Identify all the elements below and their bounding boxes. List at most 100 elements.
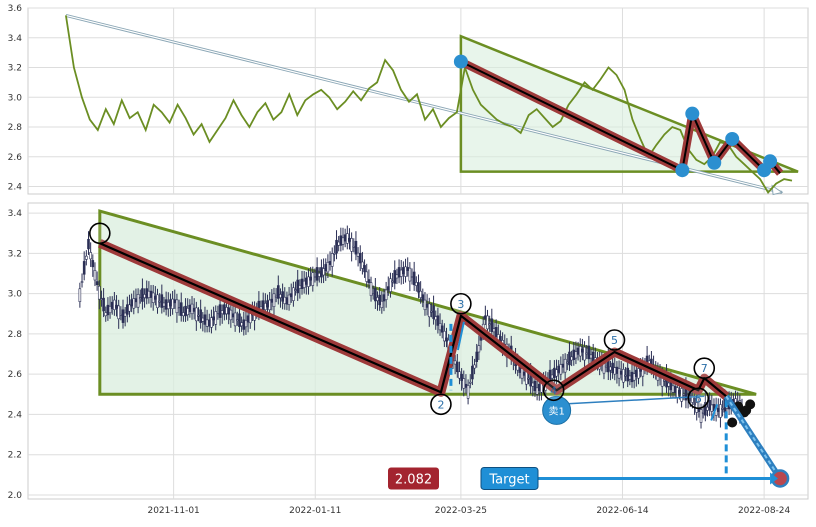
candle-body (354, 240, 358, 255)
candle-body (382, 294, 386, 302)
candle-body (436, 315, 440, 326)
candle-body (141, 288, 144, 302)
candle-body (246, 315, 250, 323)
candle-body (281, 291, 284, 302)
trend-arrow-head (771, 184, 784, 196)
wave-label-circle (450, 292, 472, 315)
candle-body (458, 371, 461, 379)
candle-body (667, 382, 670, 387)
projection-dot (741, 405, 752, 416)
candle-body (583, 346, 586, 361)
candle-body (289, 293, 293, 298)
candle-body (264, 302, 267, 311)
candle-body (207, 319, 211, 327)
candle-body (205, 319, 209, 327)
candle-body (374, 287, 377, 302)
candle-body (268, 299, 271, 311)
candle-body (274, 295, 278, 298)
candle-body (430, 310, 433, 313)
candle-body (218, 304, 222, 318)
candle-body (399, 269, 403, 277)
candle-body (471, 365, 474, 380)
top-wave-node (453, 54, 468, 69)
top-wave-node (675, 163, 690, 178)
candle-body (136, 294, 140, 308)
top-wave-node (685, 106, 700, 121)
bottom-y-tick: 2.6 (8, 370, 23, 380)
candle-body (154, 295, 157, 300)
bottom-panel: 2.0 2.2 2.4 2.6 2.8 3.0 3.2 3.4 卖1 Target 2.082 2… (8, 202, 809, 501)
candle-body (121, 309, 125, 323)
candle-body (671, 385, 675, 393)
x-tick: 2022-01-11 (289, 506, 341, 516)
candle-body (160, 294, 164, 308)
x-tick: 2022-03-25 (435, 506, 487, 516)
sell-marker-label: 卖1 (548, 405, 564, 417)
candle-body (566, 361, 569, 364)
candle-body (533, 380, 537, 392)
candle-body (173, 299, 177, 304)
candle-body (326, 262, 330, 273)
candle-body (134, 298, 138, 303)
candle-body (227, 307, 230, 315)
candle-body (609, 366, 612, 371)
candle-body (632, 373, 636, 381)
candle-body (266, 300, 269, 308)
candle-body (585, 352, 589, 355)
candle-body (216, 313, 220, 316)
candle-body (386, 286, 390, 291)
candle-body (240, 322, 243, 327)
candle-body (613, 367, 617, 375)
candle-body (343, 234, 347, 242)
candle-body (615, 366, 619, 374)
candle-body (337, 241, 340, 246)
candle-body (361, 261, 364, 269)
candle-body (630, 371, 634, 383)
bottom-triangle-pattern (98, 209, 757, 396)
candle-body (115, 304, 118, 309)
candle-body (166, 301, 170, 310)
candle-body (248, 312, 252, 324)
candle-body (236, 319, 239, 322)
candle-body (365, 271, 369, 282)
candle-body (531, 382, 535, 387)
candle-body (307, 276, 310, 287)
measure-tick-left (456, 321, 465, 351)
candle-body (464, 383, 468, 388)
candle-body (192, 307, 196, 312)
candle-body (85, 255, 88, 260)
candle-body (412, 271, 416, 286)
top-y-tick: 3.0 (8, 93, 23, 103)
bottom-y-tick: 2.4 (8, 410, 23, 420)
candle-body (117, 305, 120, 320)
top-y-tick: 3.6 (8, 4, 23, 14)
candle-body (104, 312, 108, 317)
candle-body (339, 235, 343, 246)
candle-body (149, 290, 153, 298)
candle-body (587, 345, 591, 360)
candle-body (188, 304, 192, 312)
candle-body (434, 316, 438, 321)
candle-body (477, 345, 481, 353)
candle-body (356, 252, 360, 257)
candle-body (438, 323, 442, 331)
wave-label-text: 6 (695, 392, 702, 405)
bottom-y-tick: 2.2 (8, 451, 22, 461)
top-wave-node (763, 154, 778, 169)
candle-body (568, 351, 571, 366)
candle-body (604, 365, 608, 368)
candle-body (285, 297, 289, 305)
price-badge (388, 467, 439, 490)
wave-label-circle (542, 379, 565, 402)
top-wave-path (453, 54, 784, 178)
candle-body (113, 299, 116, 311)
candle-body (145, 288, 149, 299)
candle-body (391, 280, 394, 283)
candle-body (443, 330, 446, 342)
candle-body (220, 310, 224, 315)
candle-body (214, 311, 218, 325)
top-triangle-pattern (459, 34, 799, 173)
x-tick: 2021-11-01 (147, 506, 199, 516)
wave-label-circle (603, 329, 626, 351)
candle-body (89, 252, 92, 260)
